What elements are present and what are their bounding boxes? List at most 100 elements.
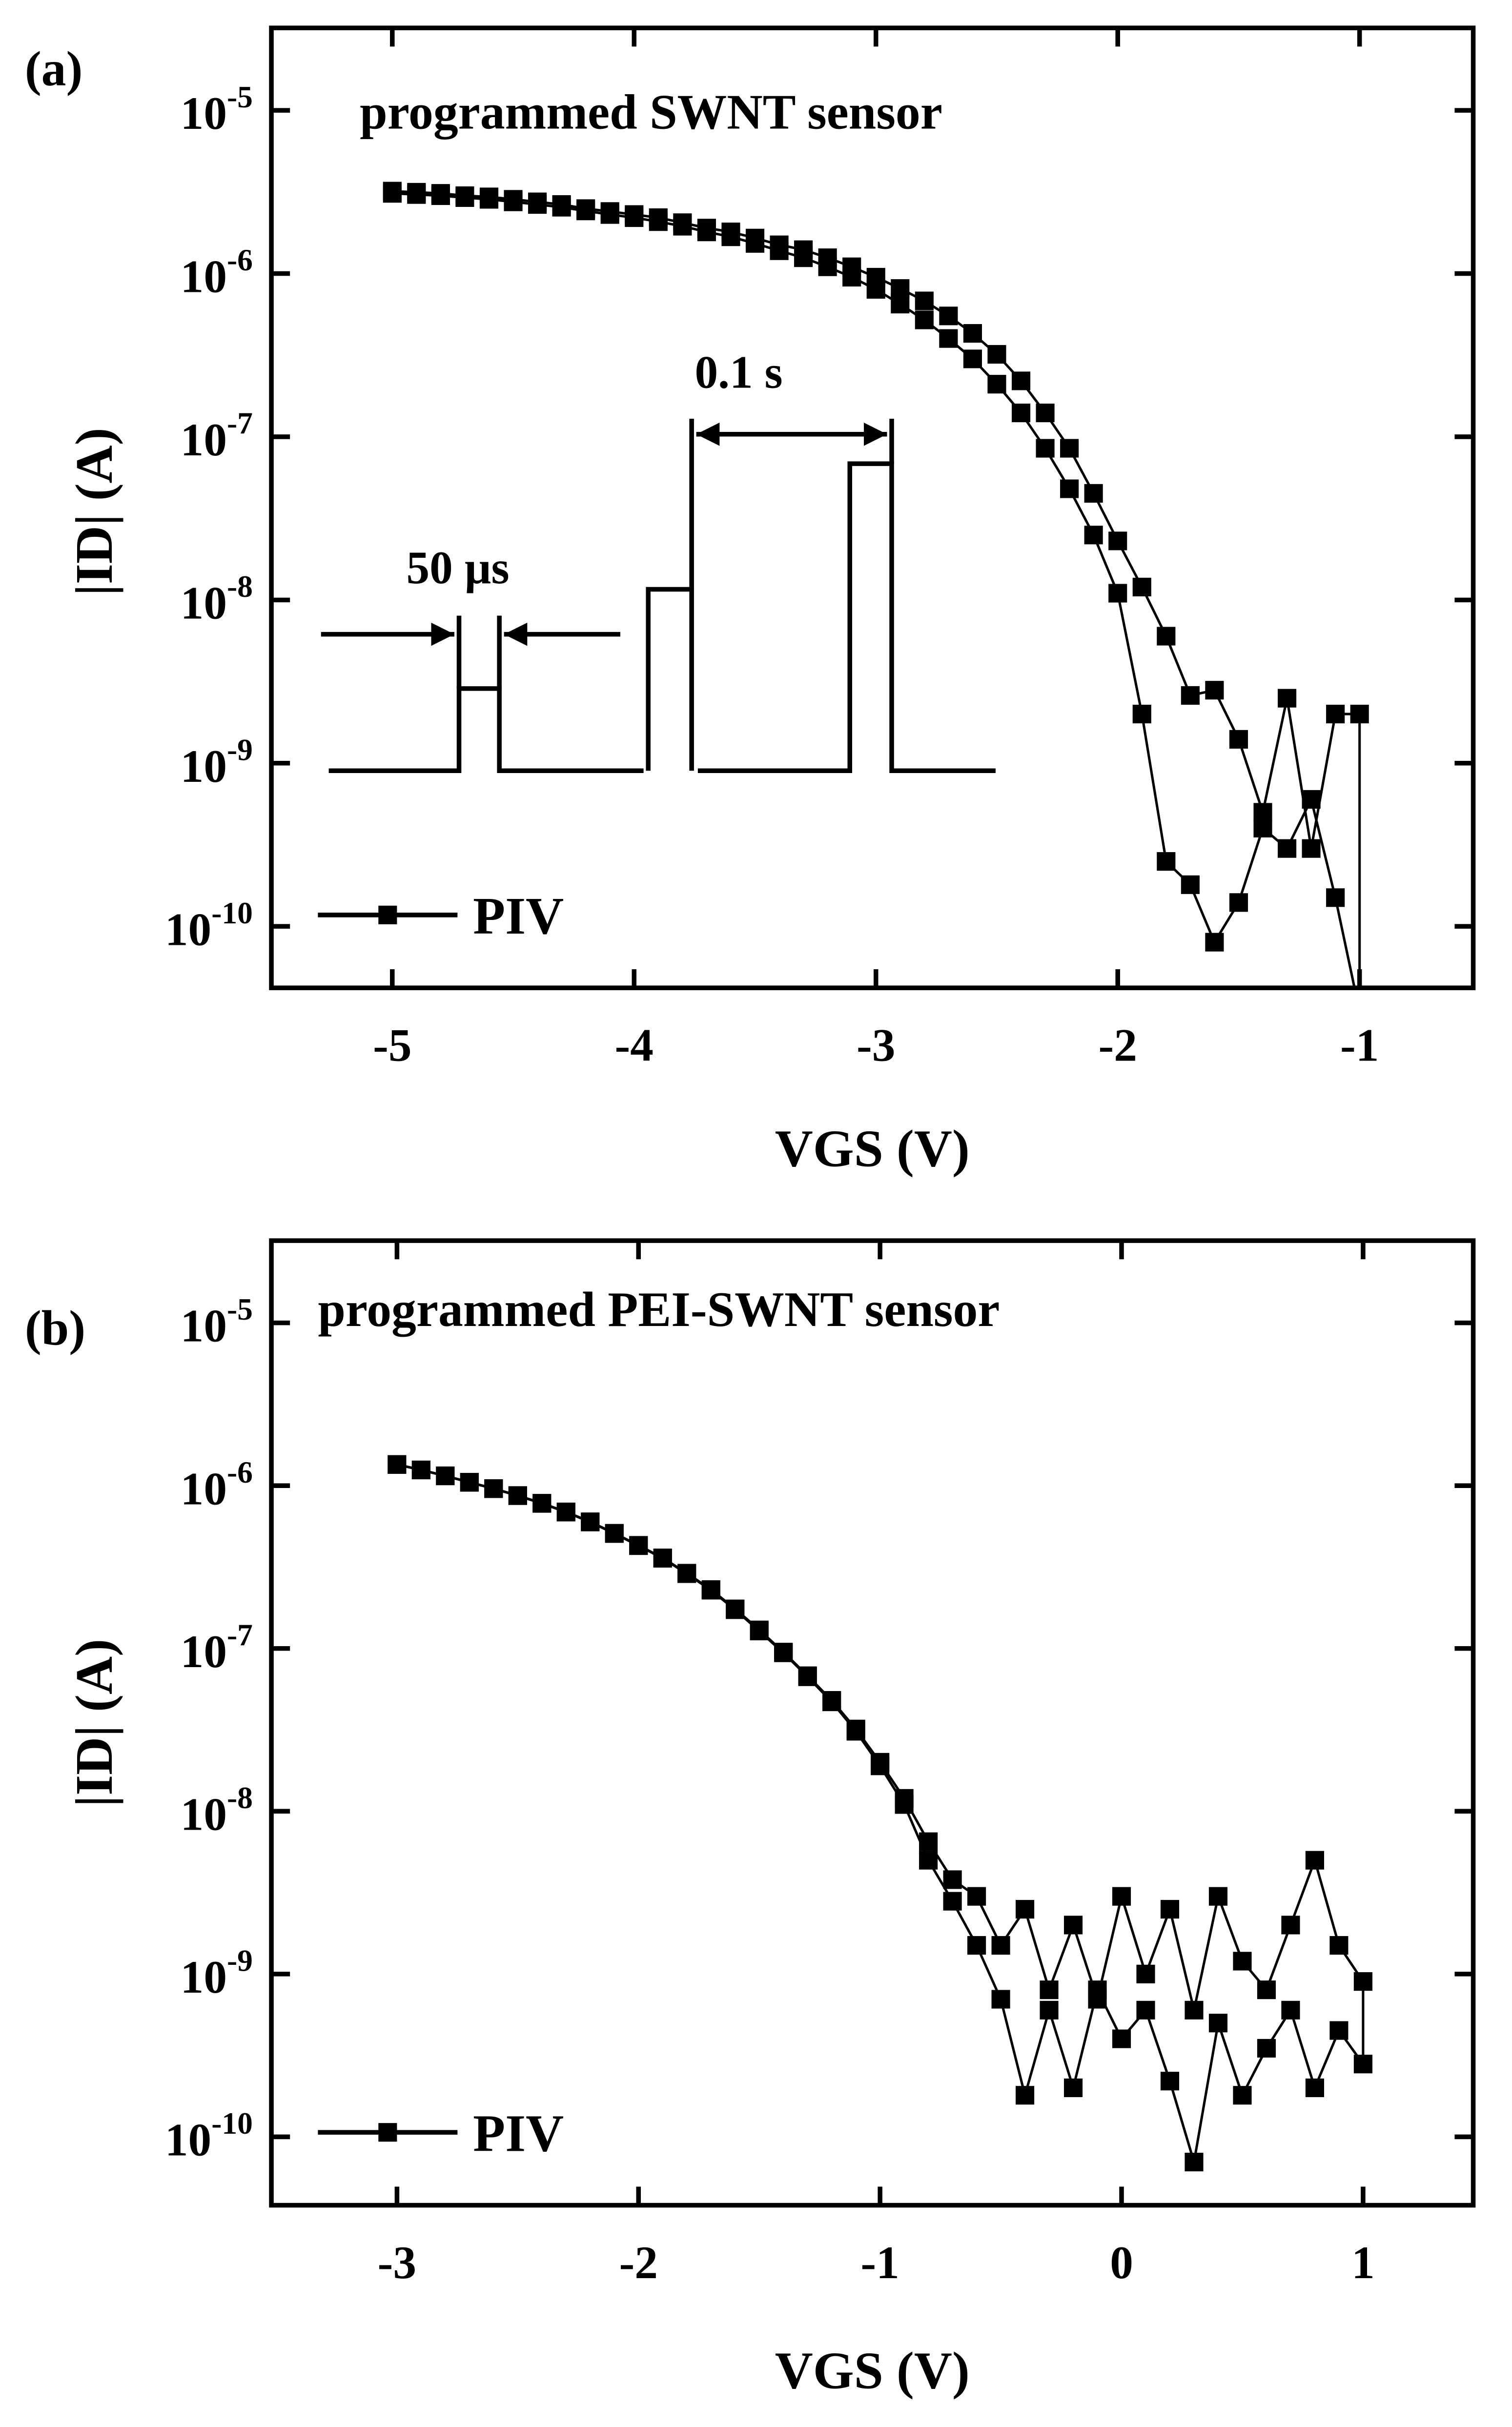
data-point bbox=[1108, 531, 1127, 551]
y-tick-label: 10-9 bbox=[181, 732, 253, 792]
data-point bbox=[822, 1693, 841, 1712]
data-point bbox=[1040, 2000, 1059, 2019]
annotation: 50 µs bbox=[406, 542, 509, 593]
y-tick-label: 10-6 bbox=[181, 1455, 253, 1514]
data-point bbox=[750, 1621, 769, 1641]
data-point bbox=[915, 291, 934, 310]
data-point bbox=[576, 202, 595, 221]
y-tick-label: 10-10 bbox=[165, 896, 253, 955]
data-point bbox=[1233, 1952, 1252, 1971]
data-point bbox=[967, 1887, 986, 1906]
data-point bbox=[939, 306, 958, 326]
data-point bbox=[407, 185, 426, 204]
x-tick-label: -4 bbox=[615, 1020, 654, 1071]
y-tick-label: 10-10 bbox=[165, 2106, 253, 2165]
data-point bbox=[967, 1936, 986, 1955]
data-point bbox=[508, 1486, 527, 1505]
chart-title: programmed SWNT sensor bbox=[360, 84, 942, 140]
data-point bbox=[411, 1461, 430, 1480]
y-tick-label: 10-5 bbox=[181, 1292, 253, 1351]
y-tick-label: 10-7 bbox=[181, 406, 253, 466]
data-point bbox=[1016, 2086, 1035, 2105]
x-tick-label: -1 bbox=[860, 2237, 899, 2288]
data-point bbox=[388, 1455, 407, 1474]
data-point bbox=[1229, 893, 1248, 912]
data-point bbox=[943, 1892, 962, 1911]
data-point bbox=[1253, 803, 1272, 822]
data-point bbox=[1084, 526, 1103, 545]
annotation: 0.1 s bbox=[695, 346, 782, 398]
data-point bbox=[532, 1494, 552, 1513]
series-group bbox=[383, 182, 1369, 988]
data-point bbox=[431, 186, 450, 205]
plot-frame bbox=[269, 25, 1476, 990]
data-point bbox=[1063, 2078, 1083, 2098]
data-point bbox=[1326, 888, 1345, 907]
data-point bbox=[1329, 2021, 1349, 2040]
legend-marker bbox=[378, 905, 397, 924]
data-point bbox=[846, 1722, 865, 1741]
legend-label: PIV bbox=[473, 2104, 564, 2162]
y-tick-label: 10-8 bbox=[181, 1780, 253, 1840]
data-point bbox=[919, 1832, 938, 1851]
data-point bbox=[556, 1503, 575, 1522]
data-point bbox=[1084, 484, 1103, 503]
data-point bbox=[943, 1870, 962, 1889]
data-point bbox=[991, 1936, 1010, 1955]
data-point bbox=[1136, 1964, 1155, 1983]
data-point bbox=[895, 1795, 914, 1814]
data-point bbox=[1060, 439, 1079, 458]
x-tick-label: -1 bbox=[1340, 1020, 1379, 1071]
y-tick-label: 10-9 bbox=[181, 1943, 253, 2003]
pulse-train bbox=[328, 461, 996, 774]
data-point bbox=[721, 227, 740, 246]
data-point bbox=[697, 223, 716, 242]
data-point bbox=[1353, 1972, 1372, 1991]
x-tick-label: 1 bbox=[1351, 2237, 1375, 2288]
data-point bbox=[1063, 1916, 1083, 1935]
data-point bbox=[649, 212, 668, 231]
y-tick-label: 10-5 bbox=[181, 80, 253, 139]
data-point bbox=[1353, 2055, 1372, 2074]
data-point bbox=[629, 1536, 648, 1555]
legend-marker bbox=[378, 2123, 397, 2142]
legend-label: PIV bbox=[473, 887, 564, 945]
data-point bbox=[891, 295, 910, 314]
x-tick-label: -5 bbox=[373, 1020, 411, 1071]
data-point bbox=[798, 1667, 817, 1686]
data-point bbox=[1281, 1916, 1300, 1935]
data-point bbox=[774, 1643, 793, 1662]
data-point bbox=[1253, 818, 1272, 837]
data-point bbox=[1205, 681, 1224, 700]
data-point bbox=[581, 1512, 600, 1531]
data-point bbox=[987, 375, 1006, 394]
data-point bbox=[1136, 2000, 1155, 2019]
data-point bbox=[460, 1473, 479, 1492]
data-point bbox=[1233, 2086, 1252, 2105]
data-point bbox=[866, 280, 885, 299]
data-point bbox=[1112, 1887, 1131, 1906]
data-point bbox=[1132, 577, 1151, 596]
data-point bbox=[1108, 584, 1127, 603]
data-point bbox=[673, 217, 692, 236]
x-axis-label: VGS (V) bbox=[775, 2342, 970, 2400]
y-axis-label: |ID| (A) bbox=[65, 428, 123, 596]
data-point bbox=[1277, 839, 1297, 858]
data-point bbox=[818, 257, 837, 276]
data-point bbox=[1281, 2000, 1300, 2019]
data-point bbox=[770, 241, 789, 260]
data-point bbox=[1208, 2014, 1228, 2033]
data-point bbox=[383, 184, 402, 203]
pulse-schematic: 50 µs 0.1 s bbox=[321, 346, 996, 774]
chart-title: programmed PEI-SWNT sensor bbox=[318, 1282, 1000, 1337]
data-point bbox=[1160, 2072, 1180, 2091]
data-point bbox=[1305, 1851, 1324, 1870]
data-point bbox=[1185, 2000, 1204, 2019]
data-point bbox=[1277, 689, 1297, 708]
data-point bbox=[1112, 2029, 1131, 2048]
plot-frame bbox=[269, 1238, 1476, 2208]
data-point bbox=[653, 1549, 672, 1568]
data-point bbox=[1305, 2078, 1324, 2098]
data-point bbox=[1185, 2153, 1204, 2172]
